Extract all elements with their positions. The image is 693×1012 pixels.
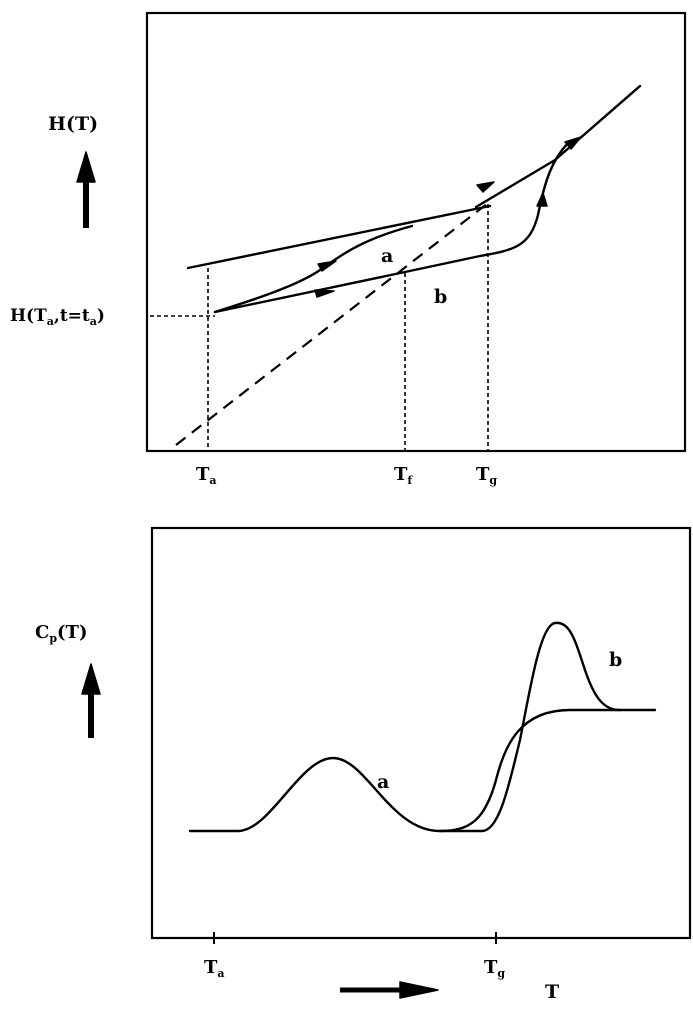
top-equilibrium-dashed-line <box>175 199 493 446</box>
top-arrow-liquid1-icon <box>476 181 495 193</box>
bottom-panel: Cp(T) a b Ta Tg T <box>35 526 692 1003</box>
top-liquid-line <box>474 84 642 209</box>
top-y-up-arrow-icon <box>76 151 96 228</box>
bottom-tick-Tg: Tg <box>484 957 505 980</box>
top-arrow-b-rise-icon <box>536 192 548 207</box>
top-curve-a <box>213 224 414 314</box>
top-start-state-label: H(Ta,t=ta) <box>10 306 105 328</box>
bottom-curve-a-label: a <box>377 771 389 793</box>
top-curve-b <box>213 141 570 314</box>
top-arrow-a1-icon <box>317 260 337 272</box>
top-curve-a-label: a <box>381 245 393 267</box>
bottom-curve-b <box>438 621 622 833</box>
top-upper-glass-line <box>186 204 492 270</box>
bottom-curve-a <box>188 708 657 833</box>
top-tick-Tf: Tf <box>394 464 413 487</box>
top-panel: H(T) H(Ta,t=ta) a b <box>10 11 687 487</box>
bottom-tick-Ta: Ta <box>204 957 225 980</box>
top-arrow-liquid2-icon <box>564 136 582 150</box>
top-tick-Ta: Ta <box>196 464 217 487</box>
bottom-x-label: T <box>545 981 559 1003</box>
bottom-y-label: Cp(T) <box>35 622 87 645</box>
top-tick-Tg: Tg <box>476 464 497 487</box>
top-curve-b-label: b <box>434 286 447 308</box>
top-arrow-b1-icon <box>314 289 335 298</box>
bottom-curve-b-label: b <box>609 649 622 671</box>
top-panel-frame <box>145 11 687 453</box>
top-y-label: H(T) <box>48 113 98 135</box>
bottom-x-right-arrow-icon <box>340 981 439 999</box>
bottom-panel-frame <box>150 526 692 940</box>
bottom-y-up-arrow-icon <box>81 663 101 738</box>
